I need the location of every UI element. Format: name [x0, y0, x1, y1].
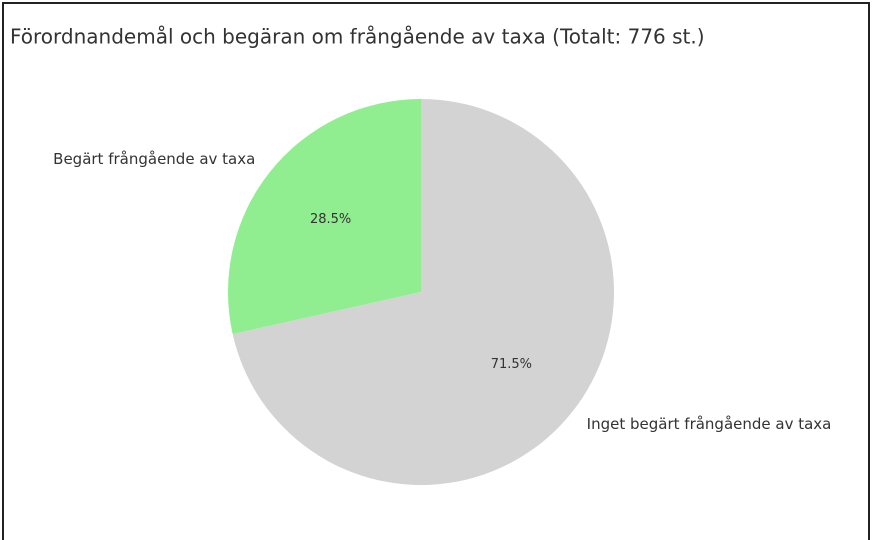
- value-label: 71.5%: [491, 357, 532, 372]
- pie-slice: [227, 99, 421, 335]
- value-label: 28.5%: [310, 212, 351, 227]
- chart-title: Förordnandemål och begäran om frångående…: [10, 25, 705, 49]
- category-label: Inget begärt frångående av taxa: [587, 415, 832, 433]
- category-label: Begärt frångående av taxa: [53, 150, 255, 168]
- pie-slice: [232, 99, 614, 486]
